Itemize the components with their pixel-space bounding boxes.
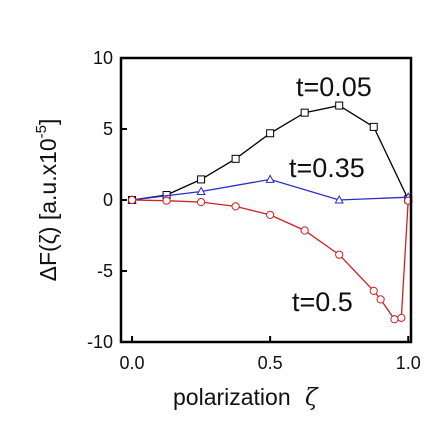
data-point [300, 226, 309, 235]
data-point [127, 195, 137, 205]
x-axis-title-symbol: ζ [305, 385, 319, 411]
y-tick-label: -5 [97, 261, 113, 281]
plot-frame [119, 56, 413, 344]
series-1 [127, 174, 413, 204]
x-axis-title: polarization ζ [173, 384, 319, 411]
y-axis-title-exp: -5 [33, 125, 50, 138]
annotation-t05: t=0.5 [292, 287, 353, 317]
data-point [196, 186, 206, 195]
data-point [266, 129, 275, 138]
data-point [265, 174, 275, 183]
series-line [131, 104, 409, 201]
x-axis-title-text: polarization [173, 384, 297, 410]
y-tick-label: 10 [93, 48, 113, 68]
data-point [335, 250, 344, 259]
x-tick-label: 0.5 [258, 353, 283, 373]
data-point [334, 194, 344, 204]
data-point [335, 101, 344, 110]
data-point [300, 108, 309, 117]
series-layer [127, 101, 413, 324]
data-point [196, 198, 206, 207]
data-point [197, 175, 206, 184]
data-point [162, 196, 171, 205]
y-axis-title-group: ΔF(ζ) [a.u.x10-5] [33, 119, 61, 282]
annotation-t035: t=0.35 [289, 153, 365, 183]
y-axis-title-text: ΔF(ζ) [a.u.x10 [35, 138, 61, 281]
tick-layer: 10 5 0 -5 -10 0.0 0.5 1.0 [87, 48, 421, 373]
data-point [369, 122, 378, 131]
data-point [397, 313, 406, 322]
data-point [376, 295, 385, 304]
x-tick-label: 1.0 [396, 353, 421, 373]
y-tick-label: 5 [103, 119, 113, 139]
data-point [231, 202, 240, 211]
y-axis-title-close: ] [35, 119, 61, 125]
annotation-t005: t=0.05 [296, 72, 372, 102]
y-tick-label: -10 [87, 332, 113, 352]
data-point [231, 154, 240, 163]
series-2 [127, 195, 413, 324]
x-tick-label: 0.0 [120, 353, 145, 373]
series-0 [128, 101, 413, 204]
data-point [369, 286, 378, 295]
data-point [390, 315, 399, 324]
y-axis-title: ΔF(ζ) [a.u.x10-5] [33, 119, 61, 282]
data-point [266, 210, 275, 220]
y-tick-label: 0 [103, 190, 113, 210]
